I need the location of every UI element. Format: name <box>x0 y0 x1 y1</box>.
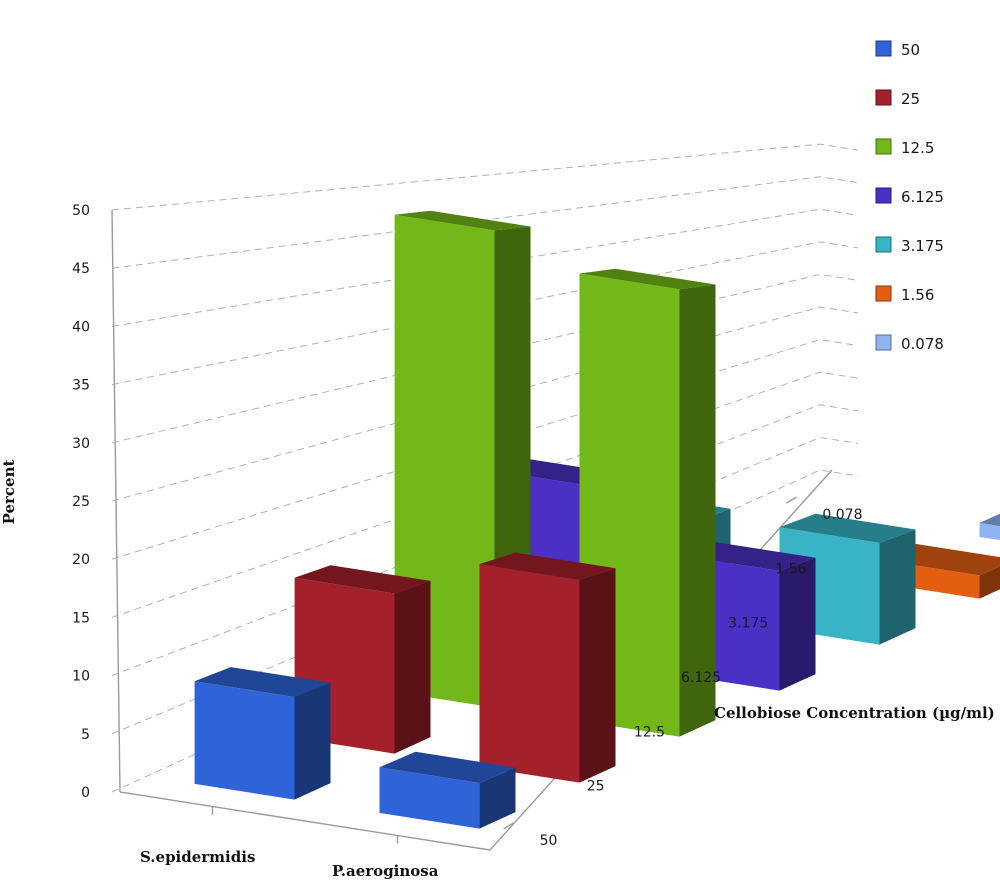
bar-side <box>979 566 1000 599</box>
legend-swatch <box>875 285 892 302</box>
bar-side <box>394 580 431 754</box>
legend-swatch <box>875 236 892 253</box>
gridline <box>111 176 859 269</box>
bar-top <box>479 552 616 580</box>
legend-label: 50 <box>901 41 920 59</box>
bar-top <box>294 565 431 594</box>
y-axis-line <box>111 209 121 793</box>
gridline <box>111 273 859 444</box>
y-tick-label: 50 <box>72 203 90 219</box>
depth-tick-label: 3.175 <box>728 616 768 632</box>
bar-25-1 <box>479 552 616 783</box>
gridline <box>111 143 859 211</box>
legend-label: 6.125 <box>901 188 944 206</box>
bar-50-0 <box>194 667 331 800</box>
legend-swatch <box>875 40 892 57</box>
bar-front <box>194 681 295 800</box>
y-tick-label: 0 <box>81 785 90 801</box>
depth-tick-label: 6.125 <box>681 670 721 686</box>
bar-front <box>379 767 480 829</box>
legend-item: 0.078 <box>875 334 944 353</box>
x-axis-line <box>119 791 491 851</box>
legend-item: 50 <box>875 40 920 59</box>
legend-swatch <box>875 187 892 204</box>
bar-top <box>394 210 531 231</box>
bar-side <box>294 682 331 800</box>
legend-swatch <box>875 89 892 106</box>
bar-50-1 <box>379 751 516 829</box>
legend-swatch <box>875 138 892 155</box>
y-tick-label: 30 <box>72 436 90 452</box>
legend-item: 25 <box>875 89 920 108</box>
legend-label: 1.56 <box>901 286 934 304</box>
legend-item: 1.56 <box>875 285 934 304</box>
bar-top <box>779 513 916 543</box>
bar-side <box>579 568 616 783</box>
gridline <box>111 371 859 618</box>
legend-label: 25 <box>901 90 920 108</box>
gridlines <box>111 143 859 793</box>
depth-tick-label: 50 <box>540 833 558 849</box>
legend-label: 12.5 <box>901 139 934 157</box>
y-axis-label: Percent <box>0 460 18 525</box>
depth-axis-label: Cellobiose Concentration (µg/ml) <box>714 704 995 722</box>
y-tick-label: 25 <box>72 494 90 510</box>
bar-side <box>879 529 916 645</box>
y-tick-label: 40 <box>72 319 90 335</box>
x-category-label: S.epidermidis <box>140 848 255 866</box>
bars <box>194 210 1000 829</box>
bar-top <box>379 751 516 783</box>
legend-swatch <box>875 334 892 351</box>
gridline <box>111 306 859 502</box>
legend-item: 12.5 <box>875 138 934 157</box>
bar-side <box>479 767 516 829</box>
depth-tick <box>786 496 797 504</box>
bar-0_078-1 <box>979 513 1000 541</box>
depth-tick-label: 0.078 <box>822 507 862 523</box>
y-tick-label: 35 <box>72 378 90 394</box>
depth-tick <box>503 822 514 830</box>
depth-tick-label: 1.56 <box>775 561 806 577</box>
bar-top <box>194 667 331 697</box>
x-category-label: P.aeroginosa <box>332 862 439 880</box>
bar-top <box>579 268 716 290</box>
legend-item: 6.125 <box>875 187 944 206</box>
legend-label: 3.175 <box>901 237 944 255</box>
y-tick-label: 45 <box>72 261 90 277</box>
tick-labels: 0 5 10 15 20 25 30 35 40 45 50 S.epidermidis P.aerog… <box>72 203 862 880</box>
y-tick-label: 15 <box>72 610 90 626</box>
bar-front <box>979 522 1000 541</box>
gridline <box>111 241 859 386</box>
depth-tick-label: 12.5 <box>634 724 665 740</box>
y-tick-label: 10 <box>72 669 90 685</box>
y-tick-label: 5 <box>81 727 90 743</box>
legend: 50 25 12.5 6.125 3.175 1.56 0.078 <box>875 40 944 353</box>
bar-front <box>479 564 580 783</box>
bar-side <box>779 557 816 691</box>
y-tick-label: 20 <box>72 552 90 568</box>
legend-label: 0.078 <box>901 335 944 353</box>
depth-tick-label: 25 <box>587 779 605 795</box>
bar-side <box>679 284 716 737</box>
bar-top <box>979 513 1000 527</box>
legend-item: 3.175 <box>875 236 944 255</box>
